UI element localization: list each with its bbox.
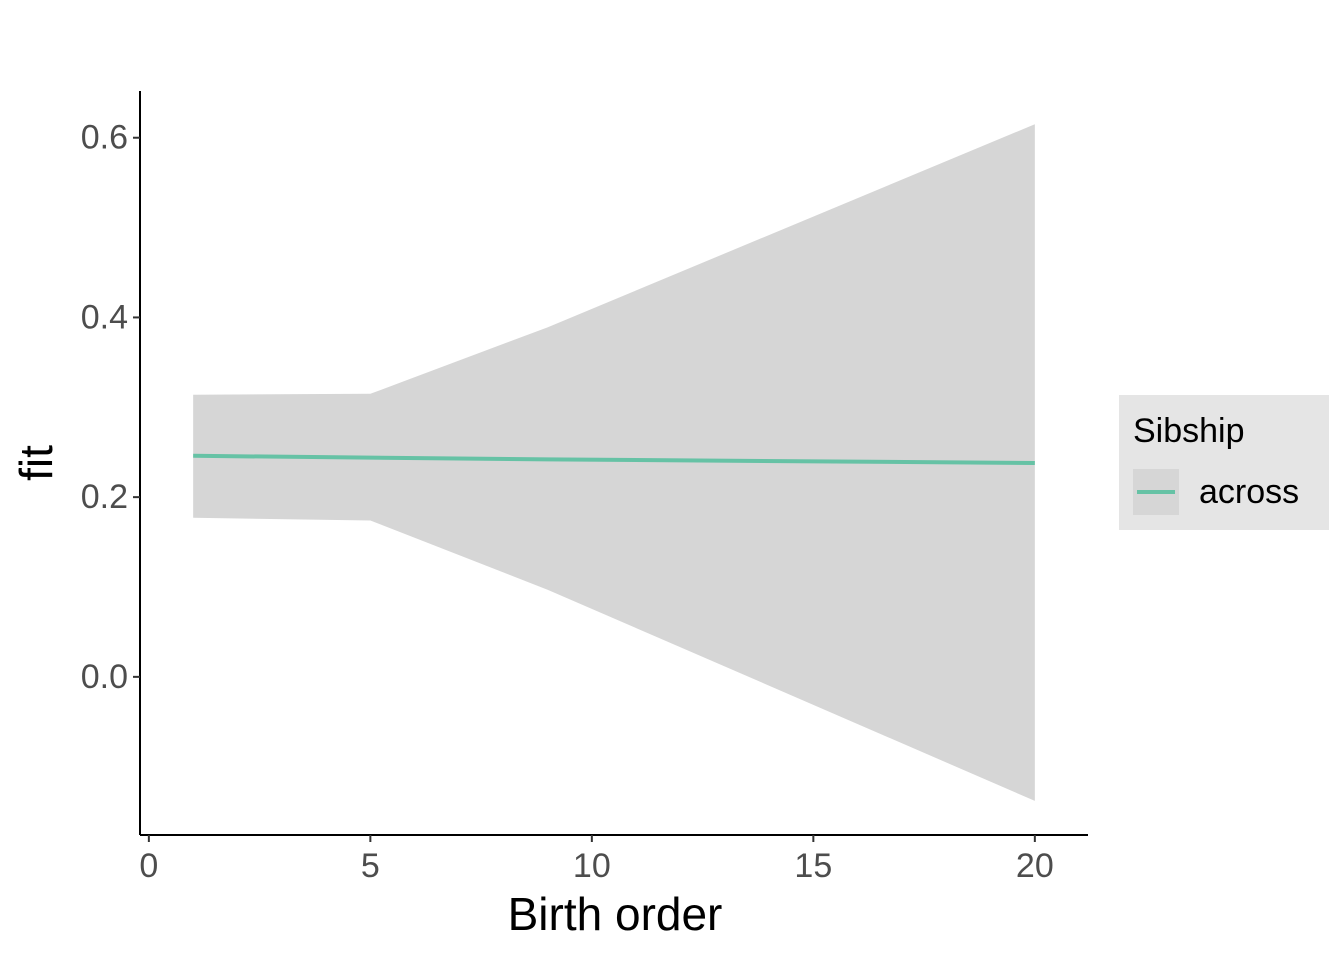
x-tick-label: 10 [573, 847, 611, 885]
x-axis-title: Birth order [508, 888, 723, 940]
legend-label: across [1199, 473, 1299, 511]
x-tick-label: 5 [361, 847, 380, 885]
y-tick-label: 0.2 [81, 478, 128, 516]
legend-title: Sibship [1133, 412, 1245, 450]
x-tick-label: 0 [139, 847, 158, 885]
y-tick-label: 0.4 [81, 298, 128, 336]
y-tick-label: 0.0 [81, 658, 128, 696]
y-axis-title: fit [10, 445, 62, 481]
x-tick-label: 15 [794, 847, 832, 885]
x-tick-label: 20 [1016, 847, 1054, 885]
confidence-ribbon [193, 124, 1035, 801]
fit-line [193, 453, 1035, 465]
y-tick-label: 0.6 [81, 119, 128, 157]
